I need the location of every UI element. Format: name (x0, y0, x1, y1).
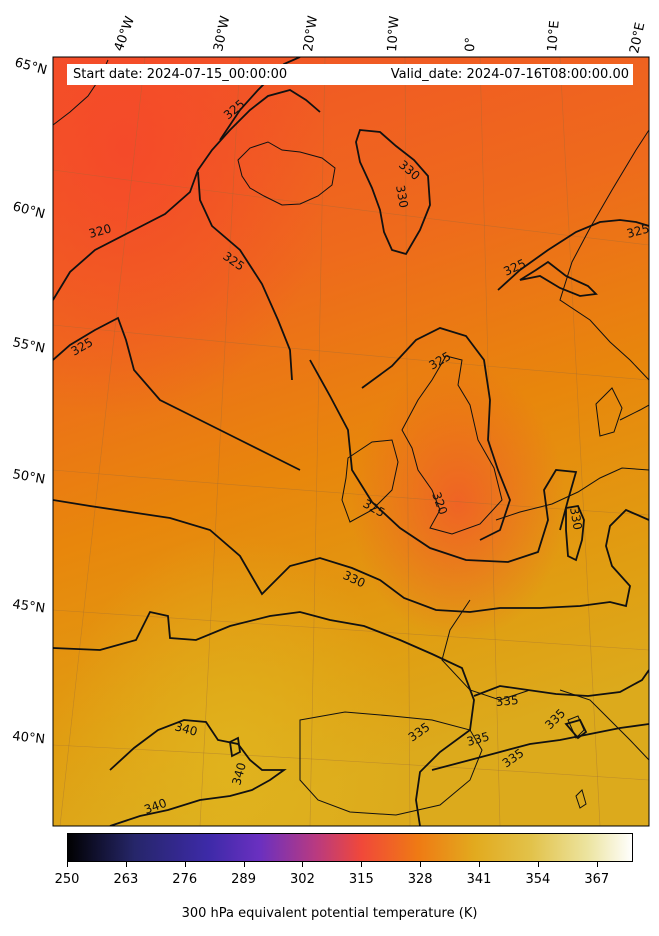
colorbar-tickmark (302, 862, 304, 867)
colorbar-tickmark (125, 862, 127, 867)
lon-label: 10°E (545, 20, 563, 52)
graticule (53, 57, 649, 826)
colorbar-tickmark (420, 862, 422, 867)
colorbar-tick-label: 367 (584, 872, 610, 887)
contour-320-west (53, 89, 321, 301)
longitude-labels: 40°W 30°W 20°W 10°W 0° 10°E 20°E (112, 14, 649, 54)
lon-label: 10°W (385, 15, 402, 52)
baltic (619, 404, 649, 421)
norway (559, 129, 649, 381)
continent-north (495, 467, 649, 521)
contour-335-main (53, 610, 475, 826)
contour-label: 335 (465, 729, 491, 748)
contour-330-main (53, 499, 649, 613)
colorbar-tick-label: 263 (113, 872, 139, 887)
colorbar-tickmark (243, 862, 245, 867)
contour-335-loop (564, 718, 588, 740)
coastlines (53, 59, 649, 816)
map-frame (52, 56, 650, 827)
contour-label: 335 (495, 693, 519, 709)
contour-330-north (355, 129, 431, 256)
contour-325-norway (497, 219, 649, 291)
denmark (595, 387, 623, 437)
colorbar-tick-label: 302 (290, 872, 315, 887)
iberia (299, 711, 483, 816)
contour-335-south (431, 723, 649, 771)
contour-label: 330 (567, 506, 585, 531)
colorbar-tick-label: 315 (348, 872, 374, 887)
iceland (237, 141, 336, 206)
colorbar-gradient (67, 833, 633, 862)
lat-label: 65°N (13, 55, 49, 78)
contour-325-cyclone (309, 359, 578, 563)
colorbar-tickmark (596, 862, 598, 867)
colorbar-tick-label: 341 (466, 872, 492, 887)
contour-335-east (473, 669, 649, 697)
colorbar-label: 300 hPa equivalent potential temperature… (181, 906, 478, 921)
contour-325-southwest (53, 316, 301, 471)
lon-label: 20°E (627, 21, 648, 55)
contour-325-norway-loop (519, 260, 598, 297)
contour-label: 340 (229, 761, 248, 787)
lon-label: 30°W (211, 14, 233, 52)
latitude-labels: 65°N 60°N 55°N 50°N 45°N 40°N (11, 55, 49, 747)
lon-label: 0° (463, 37, 479, 52)
great-britain (401, 355, 503, 535)
contour-label: 340 (173, 719, 199, 738)
corsica (575, 789, 587, 809)
lat-label: 45°N (11, 597, 46, 616)
contour-lines (53, 57, 649, 826)
colorbar-tick-label: 250 (54, 872, 80, 887)
contour-label: 325 (625, 221, 651, 240)
valid-date: Valid_date: 2024-07-16T08:00:00.00 (390, 67, 629, 82)
contour-label: 320 (87, 221, 113, 240)
map-area: 325 325 330 330 320 325 325 325 325 325 … (53, 57, 651, 826)
colorbar (67, 833, 633, 862)
colorbar-tickmark (537, 862, 539, 867)
colorbar-tick-label: 276 (172, 872, 198, 887)
italy-coast (559, 689, 649, 761)
lat-label: 50°N (11, 467, 46, 487)
colorbar-tickmark (361, 862, 363, 867)
france-coast (441, 599, 531, 701)
lat-label: 60°N (11, 199, 47, 222)
date-info-box: Start date: 2024-07-15_00:00:00 Valid_da… (67, 64, 633, 85)
lon-label: 40°W (112, 14, 138, 53)
start-date: Start date: 2024-07-15_00:00:00 (73, 67, 288, 82)
colorbar-tick-label: 328 (407, 872, 433, 887)
colorbar-tick-label: 354 (525, 872, 551, 887)
colorbar-tickmark (184, 862, 186, 867)
ireland (341, 439, 399, 523)
lon-label: 20°W (301, 15, 321, 53)
contour-330-east (565, 504, 585, 562)
contour-340-loop (229, 736, 241, 758)
lat-label: 55°N (11, 335, 46, 356)
lat-label: 40°N (12, 729, 46, 747)
colorbar-tickmark (67, 862, 68, 867)
contour-325-west (197, 171, 293, 381)
colorbar-tickmark (479, 862, 481, 867)
colorbar-tick-label: 289 (231, 872, 256, 887)
colorbar-ticks: 250 263 276 289 302 315 328 341 354 367 (0, 862, 659, 892)
contour-label: 330 (393, 184, 411, 209)
contour-340-sw (109, 719, 287, 826)
contour-325-uk (361, 327, 511, 541)
